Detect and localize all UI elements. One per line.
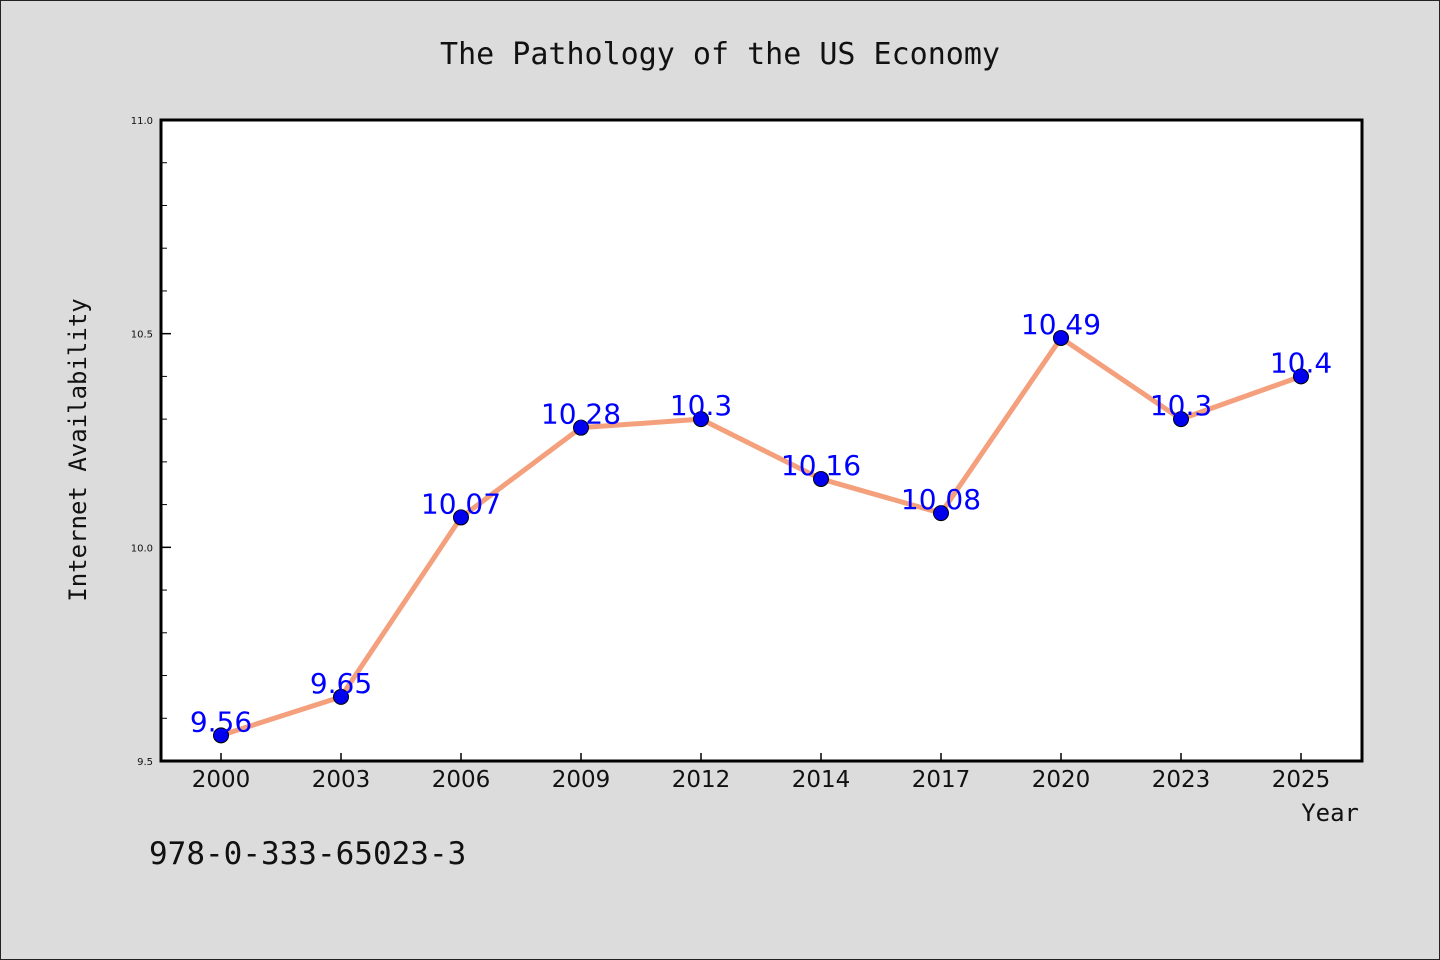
y-tick-label: 9.5 xyxy=(137,757,153,768)
data-label: 10.28 xyxy=(541,398,621,431)
data-label: 10.4 xyxy=(1270,346,1332,379)
data-point xyxy=(453,509,469,526)
series-layer: 9.56 9.65 10.07 10.28 10.3 10.16 10.08 10.49 10.… xyxy=(190,308,1332,744)
x-tick-label: 2000 xyxy=(192,767,251,793)
x-axis-label: Year xyxy=(1301,799,1359,827)
data-label: 9.65 xyxy=(310,667,372,700)
data-point xyxy=(1173,411,1189,428)
data-label: 10.08 xyxy=(901,483,981,516)
x-tick-label: 2023 xyxy=(1152,767,1211,793)
data-label: 10.3 xyxy=(1150,389,1212,422)
series-line xyxy=(218,335,1304,738)
data-point xyxy=(693,411,709,428)
x-tick-label: 2012 xyxy=(672,767,731,793)
x-tick-label: 2009 xyxy=(552,767,611,793)
y-axis: 9.5 10.0 10.5 11.0 xyxy=(131,116,171,768)
y-tick-label: 10.5 xyxy=(131,330,153,341)
data-point xyxy=(1293,368,1309,385)
isbn-annotation: 978-0-333-65023-3 xyxy=(149,836,466,872)
x-tick-label: 2003 xyxy=(312,767,371,793)
data-label: 10.07 xyxy=(421,487,501,520)
y-tick-label: 10.0 xyxy=(131,543,153,554)
data-point xyxy=(1053,329,1069,346)
data-point xyxy=(813,470,829,487)
data-point xyxy=(333,688,349,705)
plot-area xyxy=(159,118,1364,763)
data-point xyxy=(573,419,589,436)
data-point xyxy=(933,505,949,522)
x-tick-label: 2014 xyxy=(792,767,851,793)
data-label: 10.16 xyxy=(781,449,861,482)
data-label: 9.56 xyxy=(190,705,252,738)
x-axis: 2000 2003 2006 2009 2012 2014 2017 2020 2023 2025 xyxy=(192,753,1331,793)
y-tick-label: 11.0 xyxy=(131,116,153,127)
data-label: 10.49 xyxy=(1021,308,1101,341)
chart-title: The Pathology of the US Economy xyxy=(440,37,1000,72)
data-label: 10.3 xyxy=(670,389,732,422)
y-axis-label: Internet Availability xyxy=(64,298,92,601)
x-tick-label: 2025 xyxy=(1272,767,1331,793)
x-tick-label: 2017 xyxy=(912,767,971,793)
x-tick-label: 2020 xyxy=(1032,767,1091,793)
x-tick-label: 2006 xyxy=(432,767,491,793)
data-point xyxy=(213,727,229,744)
